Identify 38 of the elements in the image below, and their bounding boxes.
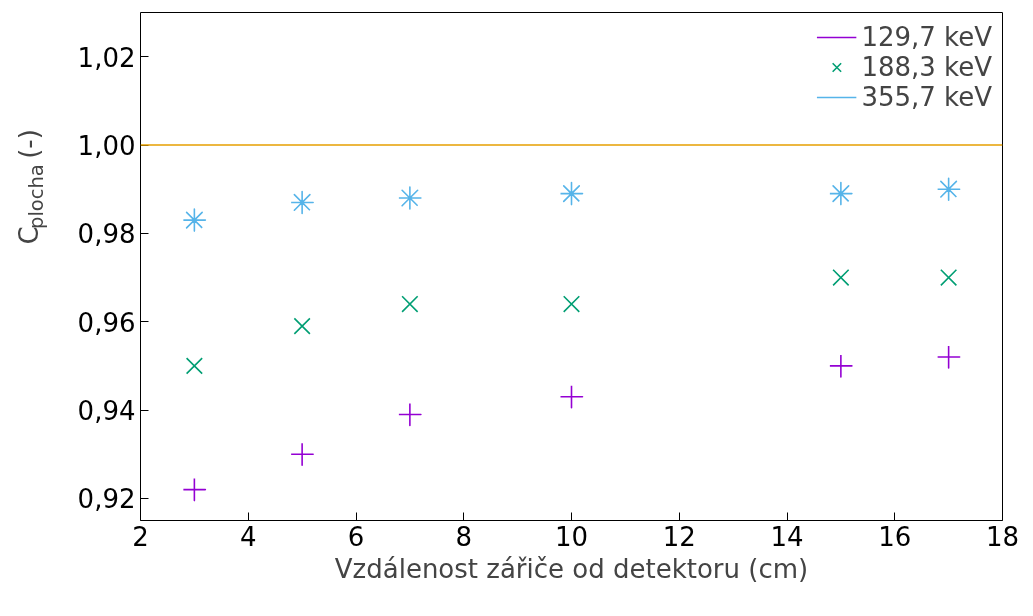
y-tick-label: 0,98 (77, 219, 136, 250)
point (829, 354, 853, 378)
x-tick-label: 18 (985, 521, 1020, 552)
y-tick-label: 1,02 (77, 42, 136, 73)
point (293, 317, 311, 335)
point (559, 181, 584, 206)
x-tick-label: 10 (554, 521, 589, 552)
y-tick-label: 1,00 (77, 131, 136, 162)
legend-label: 188,3 keV (861, 52, 992, 82)
point (182, 477, 207, 502)
x-tick-label: 14 (770, 521, 804, 552)
point (559, 385, 584, 409)
point (290, 442, 314, 467)
point (401, 295, 419, 313)
point (562, 295, 581, 313)
point (940, 268, 958, 287)
x-axis-title: Vzdálenost zářiče od detektoru (cm) (334, 553, 809, 584)
point (185, 357, 203, 375)
y-axis-title: Cplocha (-) (13, 129, 48, 245)
point (832, 268, 850, 287)
legend-label: 129,7 keV (861, 22, 992, 52)
x-tick-label: 4 (239, 521, 257, 552)
point (829, 181, 853, 206)
x-tick-label: 6 (347, 521, 365, 552)
y-tick-label: 0,92 (77, 484, 136, 515)
y-tick-label: 0,96 (77, 307, 136, 338)
x-tick-label: 2 (132, 521, 149, 552)
x-tick-label: 16 (878, 521, 912, 552)
point (936, 345, 961, 369)
point (290, 190, 314, 215)
y-tick-label: 0,94 (77, 396, 136, 427)
point (936, 177, 961, 201)
point (398, 402, 422, 427)
x-tick-label: 8 (455, 521, 473, 552)
x-tick-label: 12 (662, 521, 696, 552)
point (182, 208, 207, 232)
legend-label: 355,7 keV (861, 82, 992, 112)
point (398, 186, 422, 210)
